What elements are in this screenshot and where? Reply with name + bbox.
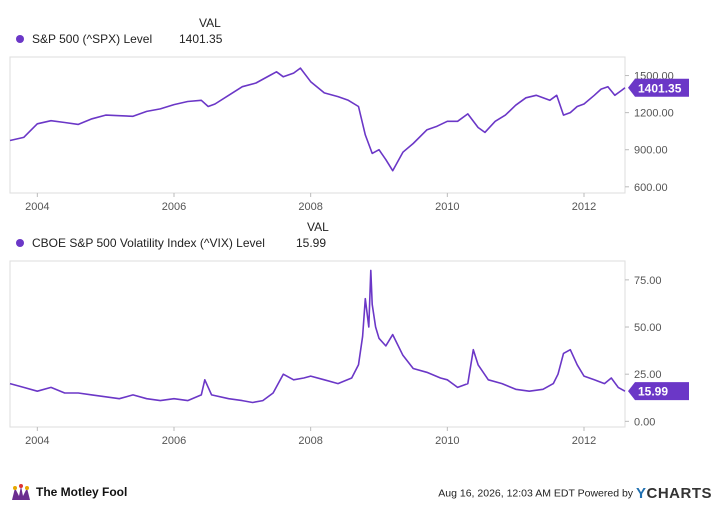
y-tick-label: 1200.00: [634, 108, 674, 120]
y-tick-label: 75.00: [634, 275, 662, 287]
brand-name: The Motley Fool: [36, 485, 128, 500]
value-spx: 1401.35: [179, 32, 223, 46]
motley-fool-logo: The Motley Fool: [10, 484, 127, 502]
ycharts-logo: YCHARTS: [636, 485, 712, 502]
plot-frame: [9, 260, 626, 428]
footer-attribution: Aug 16, 2026, 12:03 AM EDT Powered by YC…: [438, 485, 712, 502]
val-column-header-top: VAL: [199, 16, 221, 30]
x-tick-label: 2004: [25, 435, 49, 447]
x-tick-label: 2008: [298, 201, 322, 213]
plot-frame: [9, 56, 626, 194]
powered-by-label: Powered by: [577, 487, 634, 500]
jester-cap-icon: [12, 484, 30, 500]
x-tick-label: 2004: [25, 201, 49, 213]
legend-label-vix: CBOE S&P 500 Volatility Index (^VIX) Lev…: [32, 236, 265, 250]
x-tick-label: 2012: [572, 435, 596, 447]
series-dot-icon: [16, 34, 24, 43]
value-vix: 15.99: [296, 236, 327, 250]
legend-entry-spx: S&P 500 (^SPX) Level: [16, 32, 152, 46]
legend-entry-vix: CBOE S&P 500 Volatility Index (^VIX) Lev…: [16, 236, 265, 250]
ycharts-logo-y: Y: [635, 485, 647, 502]
series-line: [9, 269, 626, 404]
legend-label-spx: S&P 500 (^SPX) Level: [32, 32, 153, 46]
y-tick-label: 25.00: [634, 369, 662, 381]
charts-canvas: 2004 2006 2008 2010 2012 600.00 900.00 1200.00 1…: [9, 56, 689, 447]
ycharts-logo-text: CHARTS: [646, 485, 712, 502]
current-value-label: 15.99: [638, 385, 668, 399]
x-tick-label: 2006: [162, 435, 186, 447]
y-tick-label: 900.00: [634, 145, 668, 157]
current-value-tag: [628, 78, 689, 97]
x-tick-label: 2006: [162, 201, 186, 213]
x-tick-label: 2008: [298, 435, 322, 447]
y-tick-label: 600.00: [634, 182, 668, 194]
current-value-tag: [628, 382, 689, 401]
series-dot-icon: [16, 238, 24, 247]
timestamp: Aug 16, 2026, 12:03 AM EDT: [438, 487, 575, 500]
val-column-header-bottom: VAL: [307, 220, 329, 234]
current-value-label: 1401.35: [638, 81, 682, 95]
y-tick-label: 0.00: [634, 416, 655, 428]
series-line: [9, 67, 626, 172]
x-tick-label: 2012: [572, 201, 596, 213]
y-tick-label: 50.00: [634, 322, 662, 334]
x-tick-label: 2010: [435, 201, 459, 213]
x-tick-label: 2010: [435, 435, 459, 447]
